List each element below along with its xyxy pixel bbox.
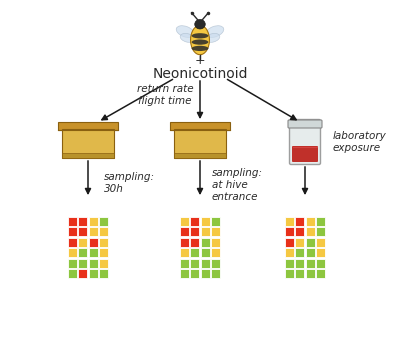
Bar bbox=[190, 217, 199, 226]
Bar bbox=[201, 237, 210, 247]
Bar bbox=[190, 237, 199, 247]
Bar bbox=[316, 269, 325, 278]
Ellipse shape bbox=[192, 46, 208, 51]
Bar bbox=[285, 248, 294, 257]
Text: return rate
flight time: return rate flight time bbox=[137, 84, 193, 106]
Bar bbox=[180, 269, 189, 278]
Ellipse shape bbox=[192, 39, 208, 45]
Bar bbox=[306, 237, 315, 247]
Bar bbox=[190, 258, 199, 267]
FancyBboxPatch shape bbox=[290, 120, 320, 164]
Bar bbox=[295, 237, 304, 247]
Bar bbox=[68, 269, 77, 278]
Bar bbox=[99, 227, 108, 236]
Bar bbox=[68, 217, 77, 226]
Bar bbox=[180, 258, 189, 267]
FancyBboxPatch shape bbox=[288, 120, 322, 128]
Text: sampling:
at hive
entrance: sampling: at hive entrance bbox=[212, 168, 263, 202]
Text: laboratory
exposure: laboratory exposure bbox=[333, 131, 387, 153]
Bar bbox=[316, 237, 325, 247]
Bar bbox=[306, 227, 315, 236]
Text: sampling:
30h: sampling: 30h bbox=[104, 172, 155, 194]
Bar bbox=[201, 258, 210, 267]
Bar bbox=[89, 258, 98, 267]
Bar bbox=[78, 248, 87, 257]
Bar bbox=[99, 269, 108, 278]
Bar bbox=[201, 248, 210, 257]
Bar bbox=[285, 269, 294, 278]
Bar bbox=[174, 153, 226, 158]
Bar bbox=[62, 129, 114, 158]
Bar bbox=[295, 269, 304, 278]
Bar bbox=[201, 227, 210, 236]
Bar bbox=[180, 217, 189, 226]
Bar bbox=[295, 248, 304, 257]
Bar bbox=[190, 227, 199, 236]
Bar bbox=[78, 258, 87, 267]
Bar bbox=[58, 122, 118, 130]
Bar bbox=[68, 258, 77, 267]
Bar bbox=[316, 227, 325, 236]
Bar bbox=[62, 153, 114, 158]
Ellipse shape bbox=[190, 25, 210, 55]
Bar bbox=[89, 248, 98, 257]
Bar bbox=[285, 227, 294, 236]
Bar bbox=[89, 269, 98, 278]
Bar bbox=[78, 237, 87, 247]
Bar bbox=[190, 269, 199, 278]
Bar bbox=[211, 227, 220, 236]
Bar bbox=[211, 269, 220, 278]
Bar bbox=[180, 248, 189, 257]
Bar bbox=[306, 248, 315, 257]
Bar bbox=[89, 227, 98, 236]
Bar bbox=[295, 258, 304, 267]
Bar bbox=[285, 258, 294, 267]
Bar bbox=[211, 258, 220, 267]
Ellipse shape bbox=[195, 20, 205, 29]
Ellipse shape bbox=[206, 33, 220, 42]
Bar bbox=[180, 237, 189, 247]
Bar bbox=[89, 217, 98, 226]
Bar bbox=[78, 269, 87, 278]
Bar bbox=[316, 248, 325, 257]
Bar bbox=[99, 237, 108, 247]
Ellipse shape bbox=[206, 26, 224, 38]
Bar bbox=[201, 217, 210, 226]
Text: Neonicotinoid: Neonicotinoid bbox=[152, 67, 248, 81]
Bar bbox=[190, 248, 199, 257]
Bar bbox=[68, 237, 77, 247]
Bar bbox=[295, 217, 304, 226]
Ellipse shape bbox=[180, 33, 194, 42]
Bar bbox=[306, 269, 315, 278]
Bar bbox=[285, 217, 294, 226]
Bar bbox=[78, 217, 87, 226]
Bar bbox=[68, 248, 77, 257]
Text: +: + bbox=[195, 54, 205, 68]
Bar bbox=[211, 248, 220, 257]
Bar bbox=[316, 217, 325, 226]
Bar bbox=[285, 237, 294, 247]
Bar bbox=[99, 258, 108, 267]
Bar bbox=[180, 227, 189, 236]
Bar bbox=[211, 237, 220, 247]
Ellipse shape bbox=[176, 26, 194, 38]
Bar bbox=[68, 227, 77, 236]
Bar bbox=[99, 217, 108, 226]
Bar bbox=[306, 217, 315, 226]
FancyBboxPatch shape bbox=[292, 146, 318, 162]
Bar bbox=[316, 258, 325, 267]
Bar bbox=[201, 269, 210, 278]
Bar bbox=[78, 227, 87, 236]
Ellipse shape bbox=[192, 33, 208, 38]
Bar bbox=[99, 248, 108, 257]
Bar bbox=[89, 237, 98, 247]
Bar bbox=[306, 258, 315, 267]
Bar bbox=[174, 129, 226, 158]
Bar bbox=[170, 122, 230, 130]
Bar bbox=[211, 217, 220, 226]
Bar bbox=[295, 227, 304, 236]
